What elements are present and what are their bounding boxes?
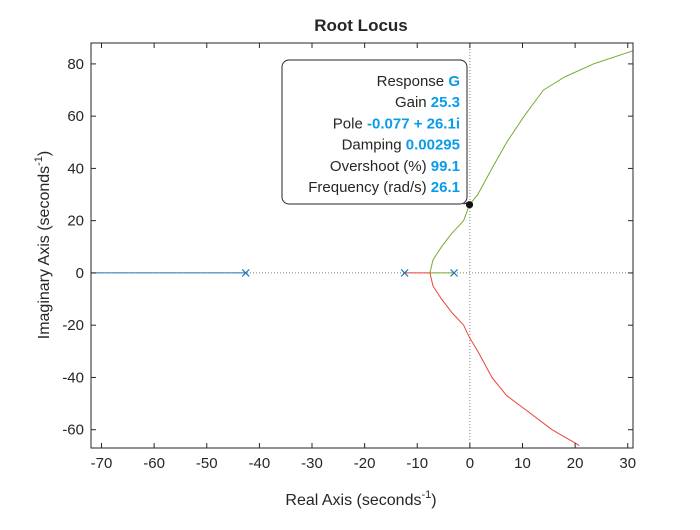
y-tick-label: 0 xyxy=(76,265,84,282)
datatip-row-label: Response xyxy=(377,73,449,90)
datatip-row-value: 0.00295 xyxy=(406,137,460,154)
datatip-row-value: -0.077 + 26.1i xyxy=(367,115,460,132)
y-tick-label: -20 xyxy=(62,317,84,334)
y-tick-labels: -60 -40 -20 0 20 40 60 80 xyxy=(62,56,84,439)
x-axis-title-text: Real Axis (seconds xyxy=(285,492,421,509)
x-tick-label: 20 xyxy=(567,455,584,472)
datatip-box xyxy=(281,59,468,205)
pole-marker xyxy=(400,269,409,277)
datatip-row-label: Gain xyxy=(395,94,431,111)
datatip-row: Overshoot (%) 99.1 xyxy=(330,158,460,175)
series-layer xyxy=(91,50,634,446)
datatip[interactable]: Response G Gain 25.3 Pole -0.077 + 26.1i Da… xyxy=(281,59,474,209)
datatip-row: Gain 25.3 xyxy=(395,94,460,111)
pole-marker xyxy=(450,269,458,277)
x-tick-label: 10 xyxy=(514,455,531,472)
x-tick-label: -10 xyxy=(406,455,428,472)
ticks-layer xyxy=(91,43,633,448)
y-tick-label: 20 xyxy=(67,213,84,230)
datatip-row: Damping 0.00295 xyxy=(342,137,460,154)
y-tick-label: -40 xyxy=(62,369,84,386)
poles-layer xyxy=(241,269,458,277)
x-tick-label: 30 xyxy=(619,455,636,472)
y-tick-label: 60 xyxy=(67,108,84,125)
y-axis-title-exponent: -1 xyxy=(33,156,45,166)
datatip-row-label: Overshoot (%) xyxy=(330,158,431,175)
datatip-row-value: G xyxy=(448,73,460,90)
datatip-row: Response G xyxy=(377,73,460,90)
datatip-row-label: Frequency (rad/s) xyxy=(308,179,431,196)
y-tick-label: 80 xyxy=(67,56,84,73)
datatip-row-value: 26.1 xyxy=(431,179,460,196)
datatip-row-value: 25.3 xyxy=(431,94,460,111)
datatip-rows: Response G Gain 25.3 Pole -0.077 + 26.1i Da… xyxy=(308,73,460,196)
x-tick-label: -50 xyxy=(196,455,218,472)
x-tick-label: -30 xyxy=(301,455,323,472)
datatip-row: Frequency (rad/s) 26.1 xyxy=(308,179,460,196)
y-axis-title: Imaginary Axis (seconds-1) xyxy=(33,151,53,340)
x-axis-title-close: ) xyxy=(431,492,436,509)
y-tick-label: -60 xyxy=(62,422,84,439)
x-tick-label: -60 xyxy=(143,455,165,472)
plot-frame xyxy=(90,42,634,449)
locus-branch-lower xyxy=(429,272,580,446)
datatip-row: Pole -0.077 + 26.1i xyxy=(333,115,460,132)
datatip-row-value: 99.1 xyxy=(431,158,460,175)
x-tick-label: 0 xyxy=(466,455,474,472)
x-tick-label: -70 xyxy=(91,455,113,472)
x-tick-label: -40 xyxy=(249,455,271,472)
datatip-marker[interactable] xyxy=(465,201,474,209)
locus-branch-upper xyxy=(429,50,634,274)
x-tick-label: -20 xyxy=(354,455,376,472)
datatip-row-label: Damping xyxy=(342,137,406,154)
y-tick-label: 40 xyxy=(67,160,84,177)
chart-title: Root Locus xyxy=(314,16,408,35)
x-tick-labels: -70 -60 -50 -40 -30 -20 -10 0 10 20 30 xyxy=(91,455,636,472)
pole-marker xyxy=(241,269,250,277)
datatip-row-label: Pole xyxy=(333,115,367,132)
x-axis-title-exponent: -1 xyxy=(421,489,431,501)
y-axis-title-close: ) xyxy=(36,151,53,156)
y-axis-title-text: Imaginary Axis (seconds xyxy=(36,166,53,339)
x-axis-title: Real Axis (seconds-1) xyxy=(285,489,436,509)
